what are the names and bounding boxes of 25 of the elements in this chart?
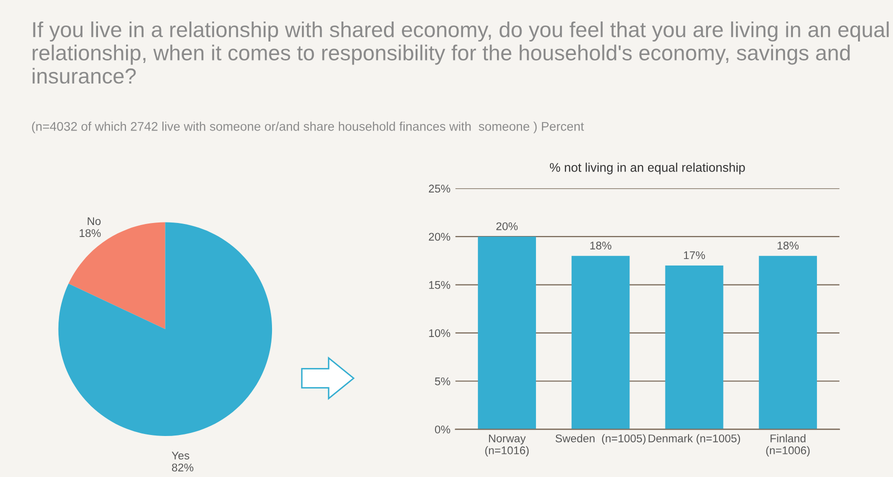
bar (478, 236, 536, 430)
x-tick-label: Sweden (n=1005) (556, 434, 646, 445)
chart-title: % not living in an equal relationship (550, 162, 745, 174)
text: (n=4032 of which 2742 live with someone or/and share household finances with someone ) Percent (32, 122, 584, 134)
x-tick-label: Finland (n=1006) (766, 434, 810, 456)
slice-label: Yes (172, 452, 190, 460)
y-tick-label: 10% (429, 329, 450, 338)
data-label: 18% (778, 242, 799, 250)
bar (758, 256, 817, 430)
y-tick-label: 25% (428, 184, 450, 193)
data-label: 20% (496, 222, 518, 230)
data-label: 82% (172, 464, 194, 472)
data-label: 18% (80, 229, 101, 238)
y-tick-label: 20% (428, 232, 450, 241)
text: If you live in a relationship with shared economy, do you feel that you are living in an equal relationship, when it comes to responsibility for the household's economy, savings and insurance? (32, 21, 889, 84)
x-tick-label: Norway (n=1016) (485, 434, 529, 456)
slice-label: No (88, 217, 101, 226)
x-tick-label: Denmark (n=1005) (648, 434, 740, 445)
data-label: 17% (684, 251, 705, 260)
data-label: 18% (590, 242, 612, 250)
y-tick-label: 0% (434, 426, 450, 434)
y-tick-label: 5% (434, 377, 450, 386)
bar (665, 266, 724, 430)
y-tick-label: 15% (429, 281, 450, 289)
bar (572, 256, 630, 430)
